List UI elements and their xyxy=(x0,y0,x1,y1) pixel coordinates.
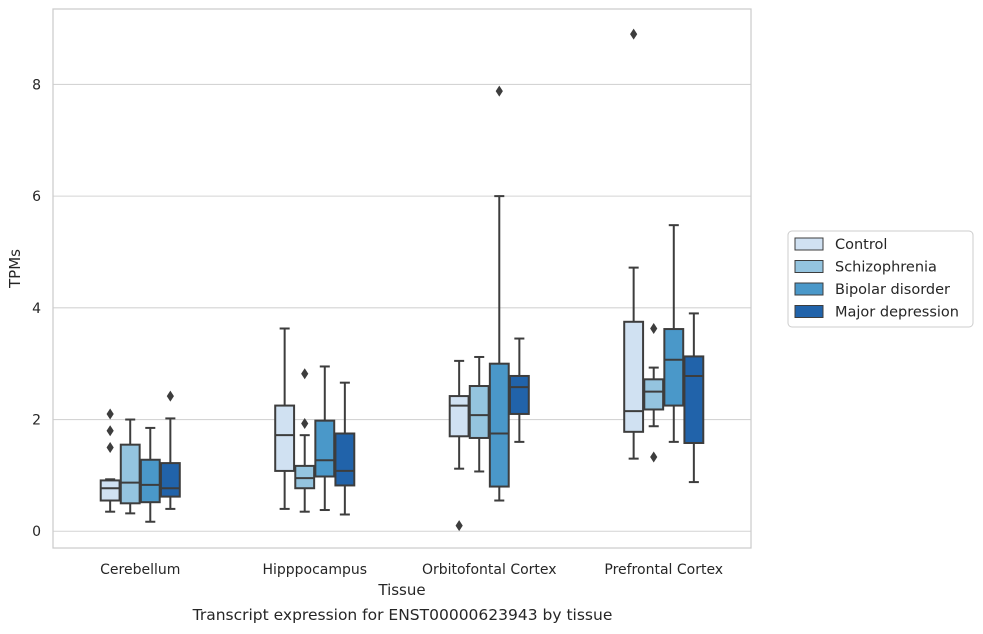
legend-label: Bipolar disorder xyxy=(835,282,950,298)
x-tick-label: Prefrontal Cortex xyxy=(604,562,723,578)
outlier-point xyxy=(650,451,658,463)
outlier-point xyxy=(630,28,638,40)
legend-label: Major depression xyxy=(835,305,959,321)
outlier-point xyxy=(166,390,174,402)
box-schizophrenia xyxy=(119,443,141,505)
y-tick-label: 2 xyxy=(32,413,41,429)
box-group-orbitofontal-cortex xyxy=(448,85,530,532)
box-control xyxy=(448,395,470,438)
legend-swatch xyxy=(794,282,824,296)
legend-swatch xyxy=(794,237,824,251)
outlier-point xyxy=(301,368,309,380)
y-axis-label: TPMs xyxy=(6,249,24,289)
box-bipolar-disorder xyxy=(488,362,510,488)
y-tick-label: 4 xyxy=(32,301,41,317)
y-tick-labels: 0 2 4 6 8 xyxy=(32,77,41,540)
outlier-point xyxy=(650,322,658,334)
box-group-prefrontal-cortex xyxy=(623,28,705,484)
y-tick-label: 6 xyxy=(32,189,41,205)
box-bipolar-disorder xyxy=(314,419,336,478)
outlier-point xyxy=(301,417,309,429)
x-axis-label: Tissue xyxy=(377,581,425,599)
legend-swatch xyxy=(794,305,824,318)
outlier-point xyxy=(455,520,463,532)
y-tick-label: 8 xyxy=(32,77,41,93)
box-schizophrenia xyxy=(294,464,316,490)
box-schizophrenia xyxy=(468,385,490,439)
legend-frame xyxy=(787,230,974,328)
outlier-point xyxy=(106,425,114,437)
legend-swatch xyxy=(794,260,824,273)
legend-label: Control xyxy=(835,237,887,253)
x-tick-labels: Cerebellum Hipppocampus Orbitofontal Corte… xyxy=(100,562,723,578)
box-control xyxy=(623,320,645,433)
box-control xyxy=(274,404,296,472)
legend: Control Schizophrenia Bipolar disorder Majo… xyxy=(787,230,974,328)
box-schizophrenia xyxy=(643,378,665,411)
box-major-depression xyxy=(508,374,530,415)
plot-frame xyxy=(52,8,752,549)
box-groups xyxy=(99,28,705,532)
outlier-point xyxy=(106,408,114,420)
y-tick-label: 0 xyxy=(32,524,41,540)
outlier-point xyxy=(495,85,503,97)
x-tick-label: Orbitofontal Cortex xyxy=(422,562,557,578)
box-group-hipppocampus xyxy=(274,327,356,516)
box-major-depression xyxy=(159,462,181,498)
box-control xyxy=(99,479,121,502)
box-bipolar-disorder xyxy=(139,458,161,504)
box-group-cerebellum xyxy=(99,390,181,523)
x-tick-label: Hipppocampus xyxy=(262,562,367,578)
legend-label: Schizophrenia xyxy=(835,260,937,276)
x-tick-label: Cerebellum xyxy=(100,562,180,578)
chart-caption: Transcript expression for ENST0000062394… xyxy=(192,606,613,624)
box-bipolar-disorder xyxy=(663,328,685,407)
outlier-point xyxy=(106,441,114,453)
box-major-depression xyxy=(683,355,705,444)
box-major-depression xyxy=(334,432,356,487)
